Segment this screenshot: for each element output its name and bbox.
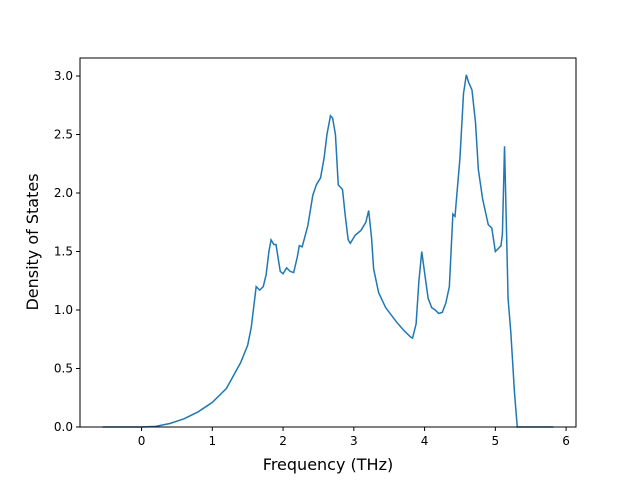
y-axis-label: Density of States: [23, 173, 42, 310]
x-tick-label: 0: [138, 434, 146, 448]
x-tick-label: 3: [350, 434, 358, 448]
y-tick-label: 0.0: [54, 420, 73, 434]
axes-frame: [79, 57, 577, 428]
y-tick-label: 2.0: [54, 186, 73, 200]
y-tick-label: 3.0: [54, 69, 73, 83]
x-tick-label: 1: [208, 434, 216, 448]
y-tick-label: 1.5: [54, 245, 73, 259]
x-tick-label: 2: [279, 434, 287, 448]
x-tick-label: 4: [421, 434, 429, 448]
x-axis-label: Frequency (THz): [263, 455, 393, 474]
y-tick-label: 1.0: [54, 303, 73, 317]
x-tick-label: 5: [492, 434, 500, 448]
y-tick-label: 2.5: [54, 128, 73, 142]
y-tick-label: 0.5: [54, 362, 73, 376]
line-series: [102, 74, 554, 428]
x-tick-label: 6: [562, 434, 570, 448]
